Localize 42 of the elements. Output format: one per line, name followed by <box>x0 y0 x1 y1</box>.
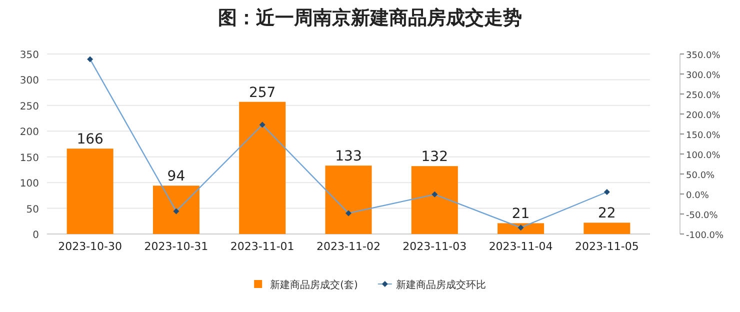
bar <box>152 186 200 234</box>
bar <box>498 223 544 234</box>
x-tick-label: 2023-11-02 <box>316 240 380 253</box>
x-tick-label: 2023-10-31 <box>144 240 208 253</box>
bar <box>325 166 372 234</box>
y2-tick-label: 250.0% <box>686 91 721 101</box>
bar <box>584 222 630 234</box>
bar <box>239 102 286 234</box>
data-label: 166 <box>76 132 104 148</box>
y-tick-label: 300 <box>20 76 39 87</box>
y-tick-label: 350 <box>20 50 39 61</box>
y2-tick-label: 350.0% <box>686 51 721 61</box>
bar <box>411 166 458 234</box>
y2-tick-label: 0.0% <box>686 191 710 201</box>
x-tick-label: 2023-11-05 <box>574 240 639 253</box>
x-tick-label: 2023-10-30 <box>58 240 122 253</box>
data-label: 21 <box>512 206 530 222</box>
y2-tick-label: -50.0% <box>686 211 718 221</box>
data-label: 22 <box>598 206 616 222</box>
y-tick-label: 50 <box>26 204 39 216</box>
data-label: 132 <box>421 149 448 166</box>
legend-label: 新建商品房成交环比 <box>396 279 486 291</box>
y2-tick-label: 300.0% <box>686 71 721 81</box>
y-tick-label: 0 <box>32 230 39 241</box>
y-tick-label: 100 <box>20 178 39 190</box>
y-tick-label: 200 <box>20 127 39 138</box>
y2-tick-label: 200.0% <box>686 111 721 121</box>
y2-tick-label: -100.0% <box>686 231 724 241</box>
bar <box>66 148 114 234</box>
x-tick-label: 2023-11-01 <box>230 240 294 253</box>
data-label: 94 <box>167 168 186 185</box>
y-tick-label: 250 <box>20 101 39 112</box>
y-tick-label: 150 <box>20 152 39 164</box>
x-tick-label: 2023-11-03 <box>402 240 467 253</box>
x-tick-label: 2023-11-04 <box>488 240 553 253</box>
y2-tick-label: 50.0% <box>686 171 716 181</box>
data-label: 133 <box>335 148 362 165</box>
y2-tick-label: 150.0% <box>686 131 721 141</box>
data-label: 257 <box>248 84 276 101</box>
y2-tick-label: 100.0% <box>686 151 721 161</box>
chart-title: 图：近一周南京新建商品房成交走势 <box>218 7 522 29</box>
legend-label: 新建商品房成交(套) <box>270 279 358 291</box>
